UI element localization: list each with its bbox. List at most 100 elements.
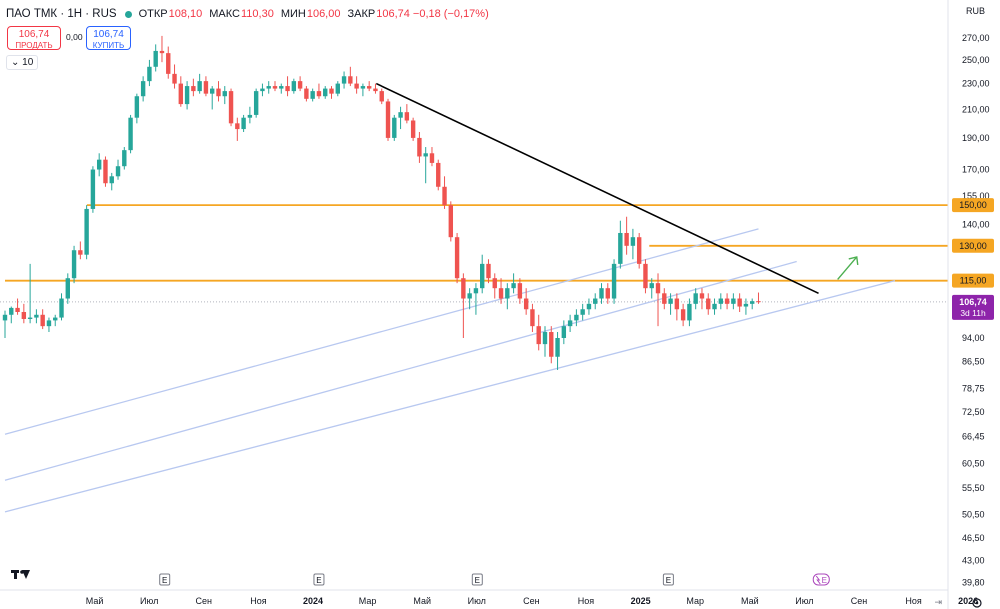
candle-body <box>750 301 755 304</box>
candle-body <box>266 86 271 89</box>
candle <box>216 81 221 102</box>
upcoming-event-letter: E <box>822 576 827 585</box>
downtrend-line[interactable] <box>375 82 819 295</box>
candle <box>731 293 736 310</box>
candle-body <box>260 88 265 92</box>
earnings-event-letter: E <box>666 576 671 585</box>
indicators-toggle[interactable]: ⌄ 10 <box>6 55 39 70</box>
candle-body <box>643 263 648 289</box>
candle-countdown: 3d 11h <box>960 308 986 318</box>
candle <box>140 76 146 102</box>
y-tick-label: 140,00 <box>962 220 990 230</box>
candle-body <box>731 298 736 304</box>
candle <box>549 326 554 364</box>
candle-body <box>392 117 397 138</box>
candle-body <box>442 186 447 206</box>
x-tick-label: Июл <box>140 596 158 606</box>
channel-line[interactable] <box>4 280 896 513</box>
candle <box>210 86 215 110</box>
candle <box>611 259 617 304</box>
candle <box>668 293 673 315</box>
candle <box>743 298 749 315</box>
settings-gear-icon[interactable] <box>972 598 982 608</box>
candle <box>392 114 397 141</box>
candle-body <box>253 91 259 115</box>
candle-body <box>140 81 146 97</box>
forecast-arrow[interactable] <box>837 256 858 280</box>
candle <box>699 288 705 310</box>
candle <box>197 73 202 94</box>
earnings-event-marker[interactable] <box>662 573 674 586</box>
candle <box>605 283 610 304</box>
candle <box>235 117 240 141</box>
channel-line[interactable] <box>4 260 797 481</box>
candle <box>71 245 77 284</box>
candle <box>115 159 121 180</box>
candle-body <box>279 86 284 89</box>
candle <box>636 232 642 269</box>
candle-body <box>649 283 654 289</box>
candle-body <box>241 117 246 130</box>
candle <box>316 83 322 99</box>
candle-body <box>15 307 20 313</box>
candle-body <box>40 314 45 327</box>
forecast-arrow-head <box>848 256 859 266</box>
candle <box>147 59 152 87</box>
candle-body <box>360 86 366 89</box>
buy-button[interactable]: 106,74 КУПИТЬ <box>86 26 131 50</box>
high-label: МАКС <box>209 8 240 20</box>
channel-line[interactable] <box>4 228 759 435</box>
candle <box>505 283 510 310</box>
candle-body <box>461 278 466 299</box>
candle-body <box>706 298 711 310</box>
x-tick-label: Июл <box>468 596 486 606</box>
candle-body <box>272 86 278 89</box>
candle <box>693 288 698 310</box>
candle-body <box>549 332 554 357</box>
earnings-event-marker[interactable] <box>471 573 483 586</box>
candle-body <box>429 153 435 163</box>
candle <box>385 98 391 141</box>
candle <box>360 83 366 97</box>
candle <box>530 303 535 333</box>
candle <box>687 298 692 327</box>
candle <box>486 259 491 284</box>
candle-body <box>21 312 27 319</box>
candle-body <box>9 307 14 315</box>
candle <box>712 298 717 315</box>
candle-body <box>674 298 680 310</box>
earnings-event-marker[interactable] <box>159 573 171 586</box>
candle <box>323 86 328 99</box>
candle-body <box>586 303 592 310</box>
candle-body <box>203 81 209 94</box>
scroll-to-latest-icon[interactable]: ⇥ <box>934 597 942 607</box>
candle <box>750 298 755 310</box>
candle-body <box>473 288 479 294</box>
x-tick-label: Май <box>741 596 759 606</box>
low-label: МИН <box>280 8 306 20</box>
sell-button[interactable]: 106,74 ПРОДАТЬ <box>7 26 61 50</box>
x-tick-label: Ноя <box>578 596 595 606</box>
currency-label[interactable]: RUB <box>966 6 986 16</box>
x-tick-label: Мар <box>686 596 704 606</box>
candle <box>103 156 108 187</box>
candle <box>574 309 579 327</box>
candle-body <box>624 232 629 246</box>
candle <box>178 76 184 107</box>
candle-body <box>222 91 227 97</box>
candle-body <box>153 50 158 67</box>
svg-text:⇥: ⇥ <box>934 597 942 607</box>
candle-body <box>128 117 133 151</box>
candle <box>618 220 623 269</box>
candle <box>467 288 472 310</box>
candle <box>542 326 548 357</box>
candle <box>272 81 278 92</box>
candle <box>442 176 447 209</box>
candle-body <box>523 298 529 310</box>
earnings-event-marker[interactable] <box>313 573 325 586</box>
candle-body <box>71 250 77 279</box>
symbol-title[interactable]: ПАО ТМК · 1Н · RUS <box>6 8 117 20</box>
y-tick-label: 270,00 <box>962 33 990 43</box>
candle-body <box>27 317 33 319</box>
